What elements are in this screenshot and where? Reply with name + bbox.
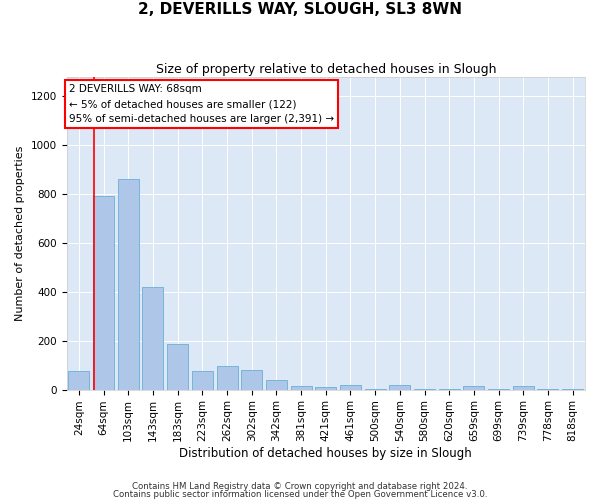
X-axis label: Distribution of detached houses by size in Slough: Distribution of detached houses by size … [179,447,472,460]
Bar [118,180,139,390]
Bar [315,387,336,390]
Bar [389,385,410,390]
Bar [340,384,361,390]
Bar [167,344,188,390]
Bar [266,380,287,390]
Title: Size of property relative to detached houses in Slough: Size of property relative to detached ho… [155,62,496,76]
Bar [68,372,89,390]
Bar [192,372,213,390]
Bar [241,370,262,390]
Text: 2 DEVERILLS WAY: 68sqm
← 5% of detached houses are smaller (122)
95% of semi-det: 2 DEVERILLS WAY: 68sqm ← 5% of detached … [69,84,334,124]
Bar [93,196,114,390]
Bar [463,386,484,390]
Text: 2, DEVERILLS WAY, SLOUGH, SL3 8WN: 2, DEVERILLS WAY, SLOUGH, SL3 8WN [138,2,462,18]
Y-axis label: Number of detached properties: Number of detached properties [15,146,25,321]
Text: Contains HM Land Registry data © Crown copyright and database right 2024.: Contains HM Land Registry data © Crown c… [132,482,468,491]
Bar [142,287,163,390]
Bar [217,366,238,390]
Text: Contains public sector information licensed under the Open Government Licence v3: Contains public sector information licen… [113,490,487,499]
Bar [513,386,534,390]
Bar [290,386,311,390]
